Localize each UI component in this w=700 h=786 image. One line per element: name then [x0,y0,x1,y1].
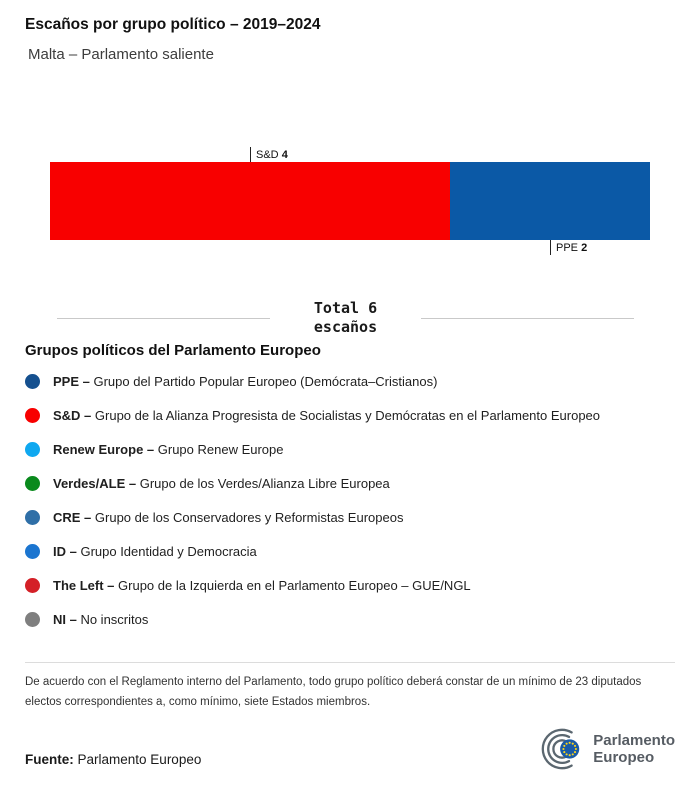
total-seats-row: Total 6 escaños [57,299,634,337]
legend-color-dot [25,577,40,593]
legend-label: CRE – Grupo de los Conservadores y Refor… [53,509,404,525]
bar-track [50,162,650,240]
legend-color-dot [25,475,40,491]
total-divider-left [57,317,270,319]
legend-color-dot [25,509,40,525]
footnote-divider [25,662,675,663]
legend-item-renew-europe: Renew Europe – Grupo Renew Europe [25,432,680,466]
legend-label: The Left – Grupo de la Izquierda en el P… [53,577,471,593]
tick-mark [250,147,251,162]
legend-item-verdes-ale: Verdes/ALE – Grupo de los Verdes/Alianza… [25,466,680,500]
legend-item-cre: CRE – Grupo de los Conservadores y Refor… [25,500,680,534]
bar-label-s-d: S&D 4 [250,147,288,162]
ep-hemicycle-icon [542,728,580,770]
legend-list: PPE – Grupo del Partido Popular Europeo … [25,364,680,636]
legend-item-the-left: The Left – Grupo de la Izquierda en el P… [25,568,680,602]
page-title: Escaños por grupo político – 2019–2024 [25,16,321,33]
legend-color-dot [25,441,40,457]
source-value: Parlamento Europeo [77,752,202,767]
legend-color-dot [25,611,40,627]
logo-line1: Parlamento [593,731,675,749]
source-label: Fuente: [25,752,74,767]
legend-item-ni: NI – No inscritos [25,602,680,636]
legend-label: S&D – Grupo de la Alianza Progresista de… [53,407,601,423]
total-divider-right [421,317,634,319]
source-line: Fuente: Parlamento Europeo [25,752,201,767]
legend-label: NI – No inscritos [53,611,149,627]
bar-label-text: PPE 2 [556,241,588,254]
bar-segment-ppe[interactable] [450,162,650,240]
legend-heading: Grupos políticos del Parlamento Europeo [25,342,321,359]
legend-item-ppe: PPE – Grupo del Partido Popular Europeo … [25,364,680,398]
total-seats-label: Total 6 escaños [313,299,378,336]
legend-label: ID – Grupo Identidad y Democracia [53,543,257,559]
eu-flag-circle [560,739,580,759]
bar-label-text: S&D 4 [256,148,288,161]
european-parliament-logo: Parlamento Europeo [539,726,675,772]
logo-line2: Europeo [593,749,655,766]
bar-segment-s-d[interactable] [50,162,450,240]
page-subtitle: Malta – Parlamento saliente [28,46,214,63]
legend-label: PPE – Grupo del Partido Popular Europeo … [53,373,438,389]
legend-color-dot [25,543,40,559]
tick-mark [550,240,551,255]
logo-wordmark: Parlamento Europeo [593,732,675,767]
legend-item-s-d: S&D – Grupo de la Alianza Progresista de… [25,398,680,432]
legend-label: Renew Europe – Grupo Renew Europe [53,441,284,457]
bar-label-ppe: PPE 2 [550,240,587,255]
legend-color-dot [25,373,40,389]
legend-item-id: ID – Grupo Identidad y Democracia [25,534,680,568]
legend-label: Verdes/ALE – Grupo de los Verdes/Alianza… [53,475,390,491]
seats-bar-chart: S&D 4 PPE 2 [50,147,650,255]
eu-flag-stars [562,741,578,757]
footnote-text: De acuerdo con el Reglamento interno del… [25,676,642,708]
legend-color-dot [25,407,40,423]
